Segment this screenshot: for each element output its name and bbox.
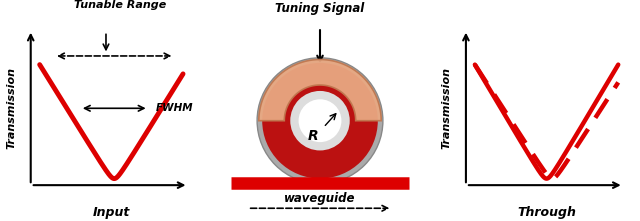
Polygon shape <box>259 59 381 121</box>
Text: waveguide: waveguide <box>284 192 356 205</box>
Circle shape <box>291 91 349 151</box>
Text: FWHM: FWHM <box>156 103 193 113</box>
Text: Tunable Range: Tunable Range <box>74 0 166 10</box>
Text: R: R <box>308 129 319 143</box>
Text: Tuning Signal: Tuning Signal <box>275 2 365 15</box>
Text: Transmission: Transmission <box>441 67 451 149</box>
Text: Transmission: Transmission <box>6 67 16 149</box>
Circle shape <box>257 58 383 184</box>
Text: Through: Through <box>517 206 576 219</box>
Circle shape <box>299 99 341 142</box>
Circle shape <box>262 63 378 179</box>
Text: Input: Input <box>93 206 130 219</box>
